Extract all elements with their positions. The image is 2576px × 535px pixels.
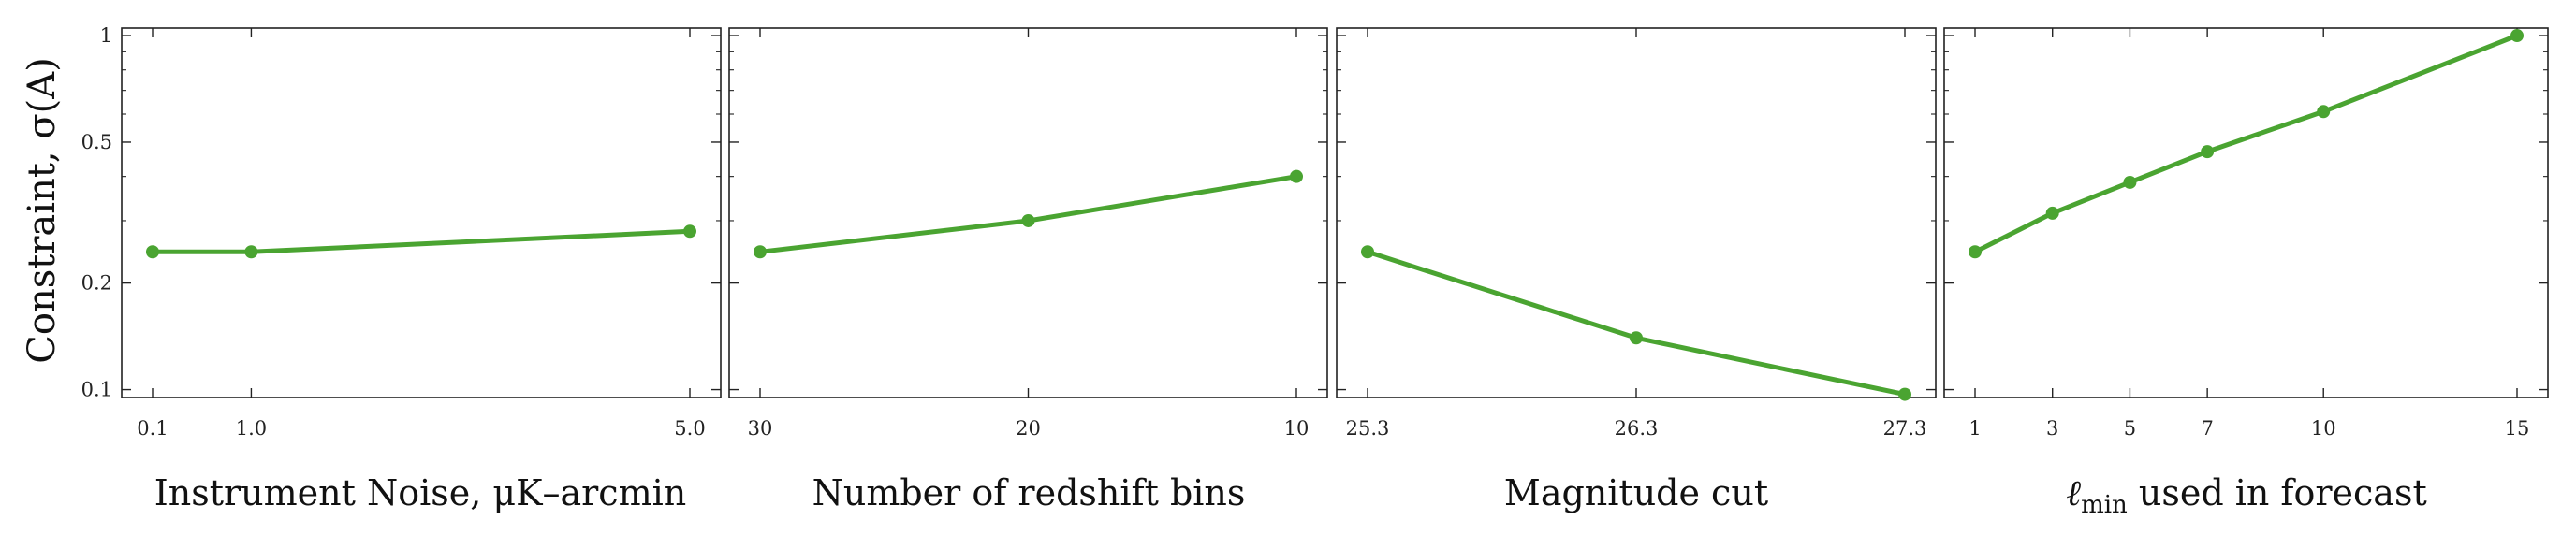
x-axis-label-lmin-subscript: min	[2081, 491, 2128, 519]
x-axis-label-lmin-rest: used in forecast	[2128, 472, 2427, 513]
data-point	[1021, 213, 1035, 227]
data-point	[244, 245, 258, 259]
data-point	[146, 245, 159, 259]
panel-frame	[121, 27, 722, 398]
series-line	[1972, 33, 2520, 254]
panel-redshift-bins: 30 20 10	[728, 27, 1328, 440]
x-axis-label-instrument-noise: Instrument Noise, μK–arcmin	[154, 472, 687, 513]
panel-instrument-noise: 0.1 0.2 0.5 1 0.1 1.0 5.0	[81, 24, 722, 440]
x-tick-label: 30	[748, 417, 773, 440]
data-point	[2123, 175, 2137, 189]
y-tick-label: 1	[100, 24, 112, 47]
x-tick-label: 15	[2505, 417, 2530, 440]
x-tick-label: 10	[1284, 417, 1310, 440]
y-tick-label: 0.5	[81, 131, 112, 153]
data-point	[2045, 206, 2059, 220]
data-point	[683, 224, 696, 239]
data-point	[1898, 387, 1911, 401]
x-tick-label: 0.1	[137, 417, 168, 440]
x-tick-label: 7	[2201, 417, 2213, 440]
x-tick-label: 1.0	[236, 417, 267, 440]
x-tick-label: 25.3	[1346, 417, 1390, 440]
x-axis-label-lmin: ℓmin used in forecast	[2066, 472, 2427, 519]
y-tick-label: 0.1	[81, 379, 112, 401]
x-tick-label: 26.3	[1615, 417, 1659, 440]
panel-frame	[728, 27, 1328, 398]
x-tick-label: 3	[2046, 417, 2058, 440]
panel-lmin: 1 3 5 7 10 15	[1943, 27, 2549, 440]
y-tick-label: 0.2	[81, 272, 112, 295]
data-point	[1630, 331, 1643, 345]
x-axis-label-redshift-bins: Number of redshift bins	[812, 472, 1246, 513]
series-line	[1365, 249, 1908, 398]
data-point	[1969, 245, 1982, 259]
x-tick-label: 20	[1016, 417, 1041, 440]
x-axis-label-magnitude-cut: Magnitude cut	[1504, 472, 1768, 513]
series-line	[150, 228, 693, 254]
panel-magnitude-cut: 25.3 26.3 27.3	[1336, 27, 1937, 440]
x-tick-label: 27.3	[1883, 417, 1927, 440]
panel-frame	[1943, 27, 2549, 398]
data-point	[2201, 145, 2215, 159]
x-tick-label: 5	[2124, 417, 2136, 440]
data-point	[1290, 169, 1303, 183]
data-point	[2510, 29, 2524, 43]
x-tick-label: 1	[1969, 417, 1981, 440]
data-point	[1361, 245, 1374, 259]
x-axis-label-lmin-symbol: ℓ	[2066, 472, 2081, 513]
data-point	[754, 245, 767, 259]
y-axis-label: Constraint, σ(A)	[21, 57, 64, 363]
x-tick-label: 5.0	[674, 417, 705, 440]
data-point	[2317, 105, 2331, 119]
x-tick-label: 10	[2311, 417, 2336, 440]
